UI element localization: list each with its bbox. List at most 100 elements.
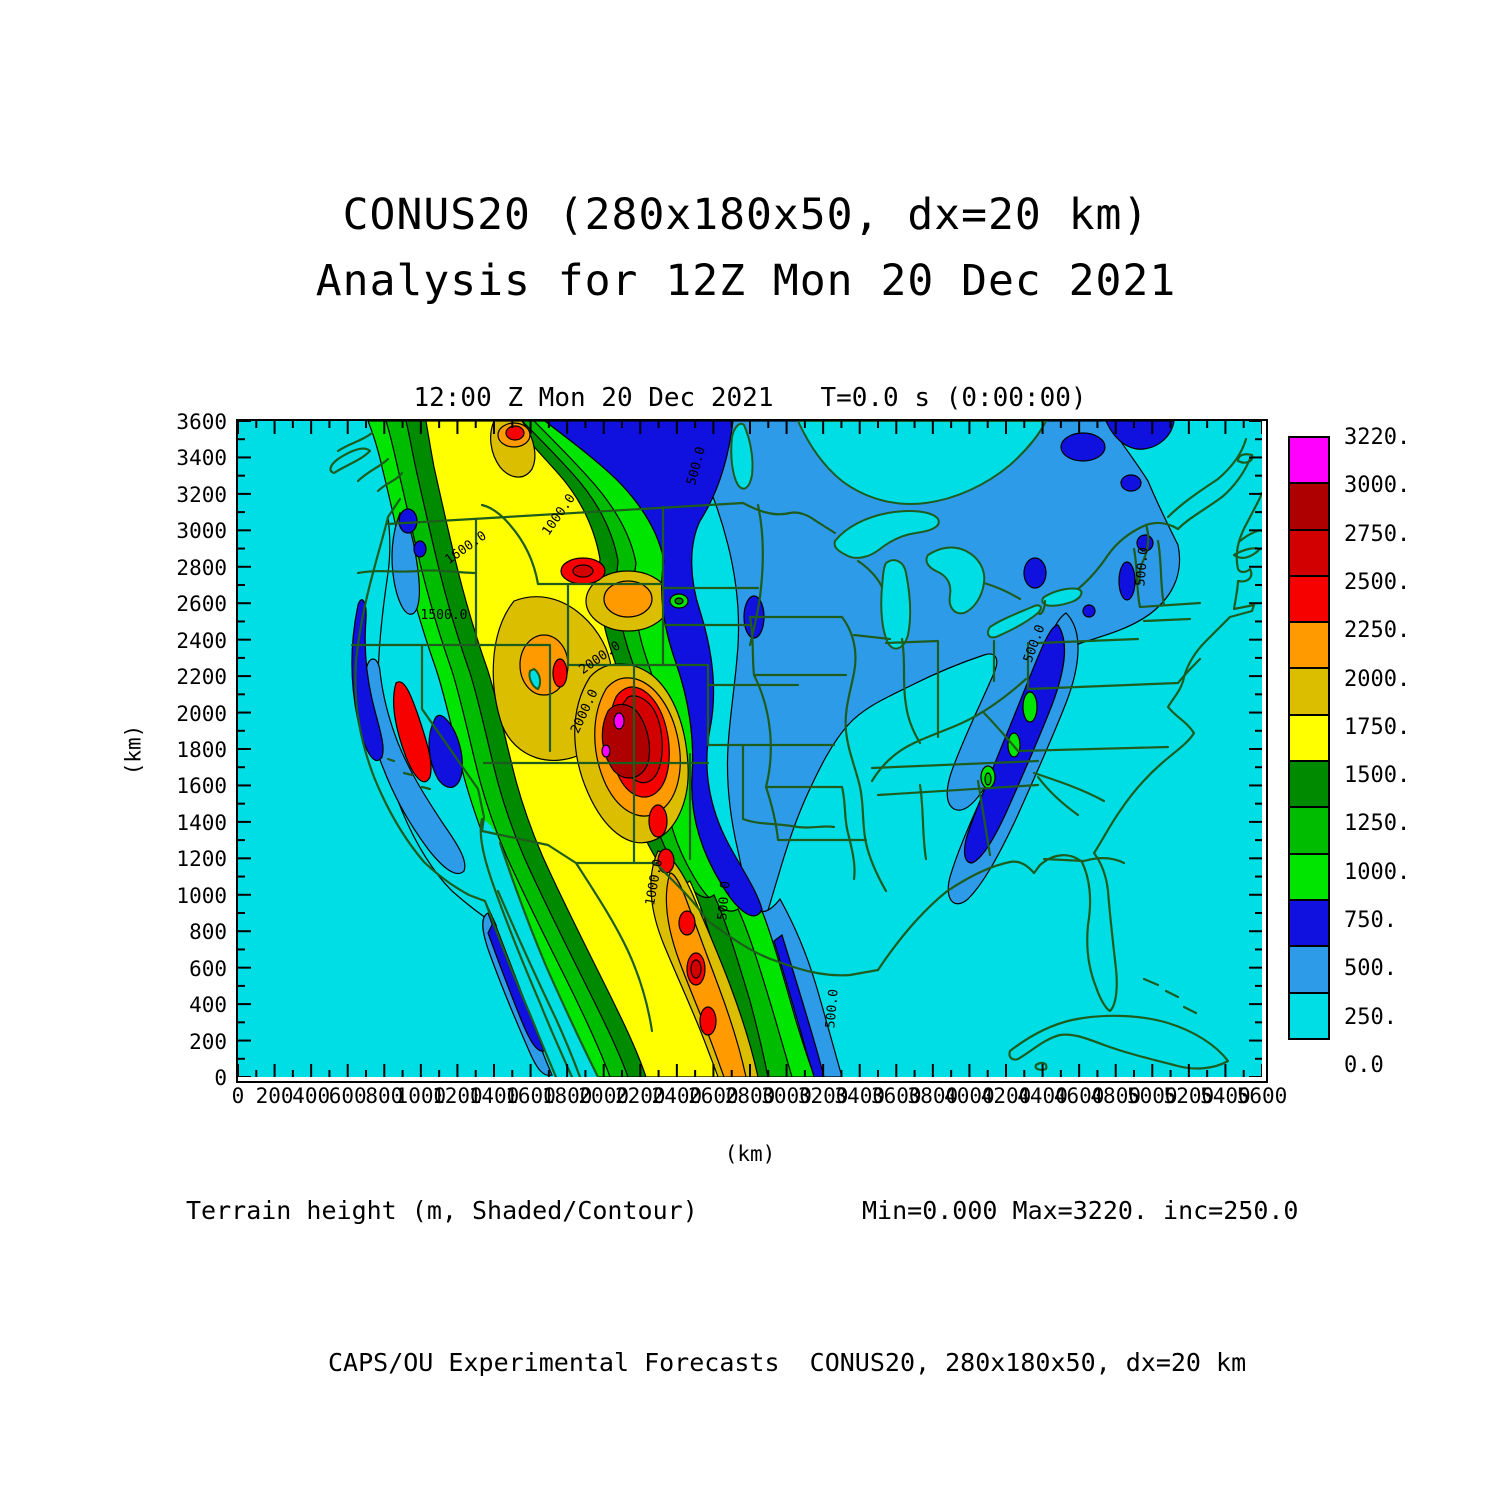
y-tick-label: 3000 bbox=[176, 519, 227, 544]
y-tick-label: 2800 bbox=[176, 555, 227, 580]
y-tick-label: 600 bbox=[189, 956, 227, 981]
colorbar-label: 2500. bbox=[1344, 569, 1411, 595]
x-tick-label: 400 bbox=[292, 1084, 331, 1108]
colorbar-label: 2750. bbox=[1344, 521, 1411, 547]
colorbar-label: 500. bbox=[1344, 956, 1397, 982]
state-borders-south bbox=[870, 711, 1170, 865]
colorbar-cell bbox=[1288, 528, 1330, 577]
contour-label: 500.0 bbox=[823, 989, 841, 1029]
terrain-region-2250-2500-sierra-nevada bbox=[393, 681, 432, 783]
map-borders bbox=[329, 431, 1262, 1077]
x-tick-label: 3600 bbox=[870, 1084, 922, 1108]
lake-ontario bbox=[1041, 587, 1083, 607]
terrain-region-500-750-laurentians bbox=[1105, 421, 1175, 450]
x-tick-label: 5600 bbox=[1236, 1084, 1288, 1108]
x-tick-label: 2000 bbox=[578, 1084, 629, 1108]
x-tick-label: 3000 bbox=[761, 1084, 812, 1108]
x-tick-label: 5200 bbox=[1163, 1084, 1215, 1108]
page-title-line1: CONUS20 (280x180x50, dx=20 km) bbox=[342, 190, 1150, 240]
colorbar-cell bbox=[1288, 574, 1330, 624]
colorbar-cell bbox=[1288, 945, 1330, 994]
colorbar-cell bbox=[1288, 852, 1330, 901]
x-tick-label: 3800 bbox=[907, 1084, 959, 1108]
colorbar-label: 750. bbox=[1344, 908, 1397, 934]
state-borders-mexico bbox=[496, 861, 654, 1077]
terrain-region-500-750-catskills bbox=[1082, 604, 1096, 618]
x-tick-label: 0 bbox=[231, 1084, 245, 1108]
y-axis-title: (km) bbox=[121, 724, 146, 776]
colorbar-label: 250. bbox=[1344, 1004, 1397, 1030]
terrain-region-500-750-sierra-madre-east bbox=[773, 934, 825, 1077]
x-tick-label: 2200 bbox=[614, 1084, 666, 1108]
y-tick-label: 1200 bbox=[176, 847, 227, 872]
coastline-st-lawrence bbox=[1166, 437, 1262, 559]
terrain-region-2250-2500-mx3 bbox=[699, 1006, 717, 1036]
lake-superior bbox=[833, 510, 940, 559]
contour-label: 500.0 bbox=[1133, 547, 1151, 587]
y-tick-label: 3600 bbox=[176, 410, 227, 434]
colorbar-cell bbox=[1288, 482, 1330, 531]
x-tick-label: 4400 bbox=[1017, 1084, 1068, 1108]
colorbar-cell bbox=[1288, 713, 1330, 763]
colorbar-cell bbox=[1288, 760, 1330, 809]
field-caption: Terrain height (m, Shaded/Contour) bbox=[186, 1196, 698, 1225]
x-tick-label: 1200 bbox=[432, 1084, 483, 1108]
plot-frame: 1600.0 1500.0 1000.0 2000.0 2000.0 1000.… bbox=[236, 419, 1268, 1083]
plot-title: 12:00 Z Mon 20 Dec 2021 T=0.0 s (0:00:00… bbox=[413, 383, 1087, 413]
contour-label: 500.0 bbox=[715, 881, 733, 921]
x-tick-label: 5000 bbox=[1126, 1084, 1178, 1108]
y-tick-label: 2400 bbox=[176, 628, 227, 653]
terrain-region-2250-2500-mx1 bbox=[678, 910, 696, 936]
border-canada bbox=[386, 501, 1180, 615]
colorbar-label: 1250. bbox=[1344, 811, 1411, 837]
coastline-gulf-atlantic bbox=[876, 491, 1262, 1013]
axis-ticks bbox=[238, 421, 1262, 1077]
terrain-region-250-500-california-coast bbox=[365, 658, 466, 875]
colorbar-label: 1750. bbox=[1344, 714, 1411, 740]
footer-credit: CAPS/OU Experimental Forecasts CONUS20, … bbox=[328, 1348, 1247, 1377]
y-tick-label: 800 bbox=[189, 920, 227, 945]
colorbar-cell bbox=[1288, 898, 1330, 948]
terrain-region-500-750-blob1 bbox=[1060, 432, 1106, 462]
terrain-region-2250-2500-ncascades bbox=[505, 425, 525, 441]
coastline-pacific-baja bbox=[354, 497, 558, 1077]
terrain-region-2250-2500-wasatch bbox=[552, 658, 568, 688]
border-mexico-riogrande bbox=[480, 829, 880, 977]
terrain-region-500-750-olympics bbox=[398, 508, 418, 534]
x-tick-label: 5400 bbox=[1200, 1084, 1251, 1108]
terrain-region-2500-2750-mexico bbox=[690, 959, 702, 979]
x-tick-label: 3400 bbox=[834, 1084, 885, 1108]
colorbar-label: 1000. bbox=[1344, 859, 1411, 885]
terrain-region-250-500-puget bbox=[391, 512, 421, 615]
terrain-region-500-750-adirondacks bbox=[1023, 557, 1047, 589]
contour-label: 1500.0 bbox=[421, 608, 468, 623]
state-borders-midwest bbox=[840, 559, 1028, 893]
sea-gulf-of-california bbox=[480, 819, 598, 1077]
y-tick-label: 200 bbox=[189, 1029, 227, 1054]
colorbar-cell bbox=[1288, 436, 1330, 485]
x-tick-label: 1800 bbox=[541, 1084, 593, 1108]
page-title-line2: Analysis for 12Z Mon 20 Dec 2021 bbox=[315, 256, 1177, 306]
x-tick-label: 1400 bbox=[468, 1084, 520, 1108]
colorbar bbox=[1288, 436, 1330, 1040]
y-tick-label: 2000 bbox=[176, 701, 227, 726]
terrain-region-500-750-greenmtns bbox=[1118, 561, 1136, 601]
colorbar-label: 2000. bbox=[1344, 666, 1411, 692]
x-tick-label: 4000 bbox=[944, 1084, 995, 1108]
x-tick-label: 3200 bbox=[797, 1084, 849, 1108]
terrain-region-2500-2750-yellowstone bbox=[572, 564, 594, 578]
colorbar-label: 3220. bbox=[1344, 425, 1411, 450]
x-tick-label: 1600 bbox=[505, 1084, 556, 1108]
terrain-region-3000-3220-peak1 bbox=[613, 712, 625, 730]
y-tick-label: 1400 bbox=[176, 810, 227, 835]
colorbar-label: 2250. bbox=[1344, 618, 1411, 644]
stats-caption: Min=0.000 Max=3220. inc=250.0 bbox=[862, 1196, 1299, 1225]
terrain-region-2000-2250-wyoming bbox=[603, 580, 653, 618]
great-salt-lake bbox=[528, 667, 542, 691]
y-tick-label: 1800 bbox=[176, 738, 227, 762]
state-borders-plains bbox=[748, 503, 868, 881]
x-axis-title: (km) bbox=[724, 1142, 776, 1166]
terrain-region-1000-1250-appalachian bbox=[984, 772, 992, 786]
y-tick-label: 400 bbox=[189, 993, 227, 1018]
